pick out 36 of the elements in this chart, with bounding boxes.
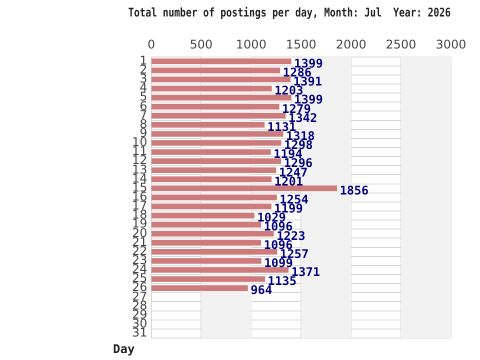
y-axis-title: Day <box>113 342 135 356</box>
bar <box>151 167 276 174</box>
bar <box>151 248 278 255</box>
bar <box>151 158 282 164</box>
bar <box>151 68 280 74</box>
bar <box>151 285 248 291</box>
bar <box>151 222 262 228</box>
x-tick-label: 2000 <box>336 38 366 52</box>
x-tick-label: 500 <box>190 38 213 52</box>
bar <box>151 94 292 100</box>
bar <box>151 176 272 182</box>
bar <box>151 122 265 128</box>
bar <box>151 86 272 92</box>
bar <box>151 276 265 282</box>
bar <box>151 131 284 137</box>
x-tick-label: 1500 <box>286 38 316 52</box>
bar <box>151 76 291 82</box>
bar <box>151 194 277 200</box>
bar <box>151 140 282 146</box>
x-tick-label: 0 <box>147 38 156 52</box>
bar <box>151 230 274 237</box>
x-tick-label: 2500 <box>386 38 416 52</box>
bar <box>151 186 338 192</box>
bar <box>151 258 262 264</box>
x-tick-label: 3000 <box>436 38 466 52</box>
bar <box>151 267 289 273</box>
bar <box>151 204 272 210</box>
chart-title: Total number of postings per day, Month: Jul Year: 2026 <box>128 5 451 20</box>
bar <box>151 149 271 155</box>
bar <box>151 104 280 110</box>
bar <box>151 112 286 119</box>
bar <box>151 58 292 64</box>
x-tick-label: 1000 <box>236 38 266 52</box>
bar <box>151 212 254 218</box>
data-label: 1856 <box>340 183 369 198</box>
bar <box>151 240 262 246</box>
